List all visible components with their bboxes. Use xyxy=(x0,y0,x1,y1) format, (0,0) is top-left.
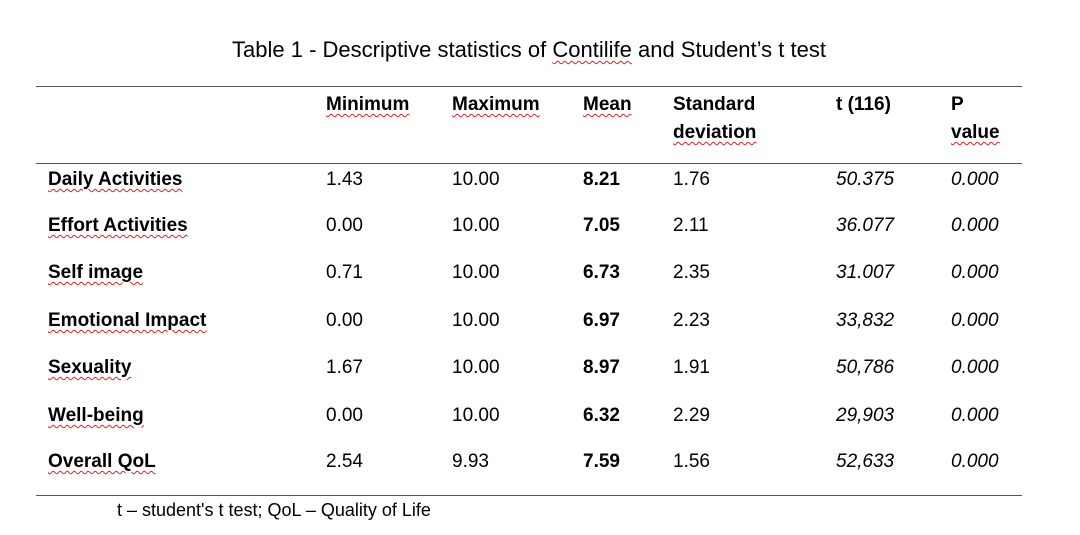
row-label: Well-being xyxy=(48,405,144,426)
header-t: t (116) xyxy=(836,94,891,115)
table-row: Emotional Impact 0.00 10.00 6.97 2.23 33… xyxy=(0,306,1080,336)
cell-minimum: 2.54 xyxy=(326,451,363,472)
header-sd-line2: deviation xyxy=(673,122,757,143)
row-label: Self image xyxy=(48,262,144,283)
bottom-rule xyxy=(36,495,1022,496)
cell-maximum: 10.00 xyxy=(452,169,500,190)
cell-mean: 8.97 xyxy=(583,357,620,378)
header-standard-deviation: Standard deviation xyxy=(673,91,756,147)
cell-p: 0.000 xyxy=(951,215,999,236)
cell-minimum: 0.00 xyxy=(326,405,363,426)
cell-p: 0.000 xyxy=(951,310,999,331)
title-prefix: Table 1 - Descriptive statistics of xyxy=(232,37,553,62)
table-row: Sexuality 1.67 10.00 8.97 1.91 50,786 0.… xyxy=(0,353,1080,383)
cell-sd: 2.11 xyxy=(673,215,709,236)
cell-t: 50.375 xyxy=(836,169,895,190)
top-rule xyxy=(36,86,1022,87)
cell-minimum: 0.71 xyxy=(326,262,363,283)
cell-mean: 6.73 xyxy=(583,262,620,283)
row-label: Daily Activities xyxy=(48,169,183,190)
header-sd-line1: Standard xyxy=(673,94,756,115)
cell-maximum: 9.93 xyxy=(452,451,489,472)
cell-sd: 1.56 xyxy=(673,451,710,472)
cell-maximum: 10.00 xyxy=(452,262,500,283)
cell-t: 50,786 xyxy=(836,357,895,378)
header-p-line1: P xyxy=(951,94,964,115)
table-row: Daily Activities 1.43 10.00 8.21 1.76 50… xyxy=(0,165,1080,195)
title-highlight: Contilife xyxy=(552,37,632,62)
table-row: Self image 0.71 10.00 6.73 2.35 31.007 0… xyxy=(0,258,1080,288)
header-maximum: Maximum xyxy=(452,94,540,115)
cell-mean: 6.97 xyxy=(583,310,620,331)
cell-maximum: 10.00 xyxy=(452,357,500,378)
table-footnote: t – student's t test; QoL – Quality of L… xyxy=(117,500,431,520)
header-minimum: Minimum xyxy=(326,94,410,115)
cell-maximum: 10.00 xyxy=(452,310,500,331)
table-row: Overall QoL 2.54 9.93 7.59 1.56 52,633 0… xyxy=(0,447,1080,477)
cell-sd: 2.29 xyxy=(673,405,710,426)
cell-mean: 7.59 xyxy=(583,451,620,472)
cell-sd: 2.23 xyxy=(673,310,710,331)
cell-minimum: 0.00 xyxy=(326,215,363,236)
cell-t: 31.007 xyxy=(836,262,895,283)
title-suffix: and Student’s t test xyxy=(631,37,826,62)
row-label: Sexuality xyxy=(48,357,132,378)
row-label: Effort Activities xyxy=(48,215,188,236)
cell-t: 33,832 xyxy=(836,310,895,331)
cell-t: 29,903 xyxy=(836,405,895,426)
cell-minimum: 1.67 xyxy=(326,357,363,378)
cell-p: 0.000 xyxy=(951,262,999,283)
cell-p: 0.000 xyxy=(951,405,999,426)
cell-maximum: 10.00 xyxy=(452,405,500,426)
table-title: Table 1 - Descriptive statistics of Cont… xyxy=(0,36,1058,64)
header-rule xyxy=(36,163,1022,164)
cell-sd: 1.91 xyxy=(673,357,710,378)
table-row: Effort Activities 0.00 10.00 7.05 2.11 3… xyxy=(0,211,1080,241)
cell-sd: 2.35 xyxy=(673,262,710,283)
table-row: Well-being 0.00 10.00 6.32 2.29 29,903 0… xyxy=(0,401,1080,431)
cell-t: 36.077 xyxy=(836,215,895,236)
row-label: Emotional Impact xyxy=(48,310,207,331)
cell-minimum: 1.43 xyxy=(326,169,363,190)
header-p-value: P value xyxy=(951,91,1000,147)
row-label: Overall QoL xyxy=(48,451,156,472)
cell-minimum: 0.00 xyxy=(326,310,363,331)
cell-maximum: 10.00 xyxy=(452,215,500,236)
cell-mean: 7.05 xyxy=(583,215,620,236)
cell-sd: 1.76 xyxy=(673,169,710,190)
cell-mean: 8.21 xyxy=(583,169,620,190)
cell-t: 52,633 xyxy=(836,451,895,472)
header-mean: Mean xyxy=(583,94,632,115)
cell-p: 0.000 xyxy=(951,169,999,190)
cell-p: 0.000 xyxy=(951,357,999,378)
cell-mean: 6.32 xyxy=(583,405,620,426)
header-p-line2: value xyxy=(951,122,1000,143)
cell-p: 0.000 xyxy=(951,451,999,472)
